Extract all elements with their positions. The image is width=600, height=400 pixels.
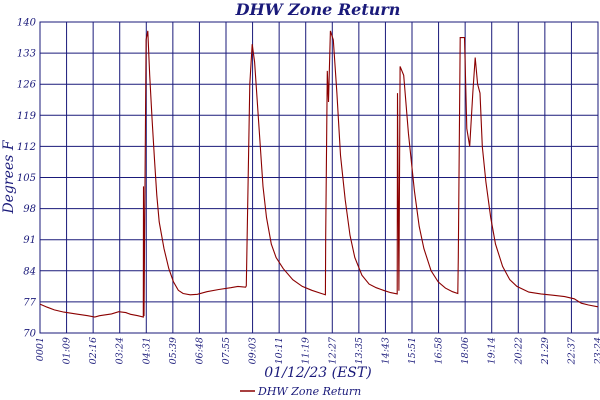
y-tick-labels: 70 77 84 91 98 105 112 119 126 133 140 <box>17 18 37 340</box>
x-tick-label: 0001 <box>35 337 46 361</box>
y-axis-label: Degrees F <box>1 139 17 214</box>
legend: DHW Zone Return <box>240 385 361 398</box>
y-tick-label: 119 <box>17 111 37 122</box>
x-tick-label: 19:14 <box>487 337 498 364</box>
series-line-dhw-zone-return <box>39 30 599 318</box>
x-tick-label: 13:35 <box>354 337 365 364</box>
y-tick-label: 133 <box>17 49 36 60</box>
x-tick-label: 21:29 <box>540 337 551 365</box>
x-tick-label: 05:39 <box>168 337 179 364</box>
legend-label: DHW Zone Return <box>257 385 361 398</box>
x-tick-label: 04:31 <box>141 337 152 364</box>
y-tick-label: 105 <box>17 173 36 184</box>
x-tick-label: 10:11 <box>274 337 285 364</box>
x-tick-label: 11:19 <box>301 337 312 364</box>
x-tick-label: 12:27 <box>327 336 338 364</box>
y-tick-label: 98 <box>23 204 36 215</box>
x-tick-label: 23:24 <box>593 337 600 365</box>
x-tick-label: 07:55 <box>221 337 232 364</box>
y-tick-label: 70 <box>23 329 36 340</box>
y-tick-label: 77 <box>23 297 36 308</box>
x-tick-label: 22:37 <box>566 336 577 365</box>
x-tick-label: 03:24 <box>115 337 126 364</box>
x-tick-label: 01:09 <box>62 337 73 364</box>
x-tick-label: 09:03 <box>248 337 259 364</box>
x-tick-labels: 0001 01:09 02:16 03:24 04:31 05:39 06:48 07:55 0… <box>35 336 600 365</box>
plot-frame <box>39 21 599 334</box>
x-tick-label: 06:48 <box>194 337 205 364</box>
y-tick-label: 84 <box>23 266 36 277</box>
chart-title: DHW Zone Return <box>235 0 401 19</box>
grid <box>39 21 599 334</box>
x-tick-label: 14:43 <box>380 337 391 364</box>
x-axis-label: 01/12/23 (EST) <box>264 365 371 381</box>
x-tick-label: 15:51 <box>407 337 418 364</box>
x-tick-label: 20:22 <box>513 337 524 365</box>
y-tick-label: 126 <box>17 80 37 91</box>
x-tick-label: 02:16 <box>88 337 99 364</box>
x-tick-label: 16:58 <box>434 337 445 364</box>
y-tick-label: 91 <box>23 235 36 246</box>
y-tick-label: 140 <box>17 18 37 29</box>
y-tick-label: 112 <box>17 142 36 153</box>
x-tick-label: 18:06 <box>460 337 471 364</box>
